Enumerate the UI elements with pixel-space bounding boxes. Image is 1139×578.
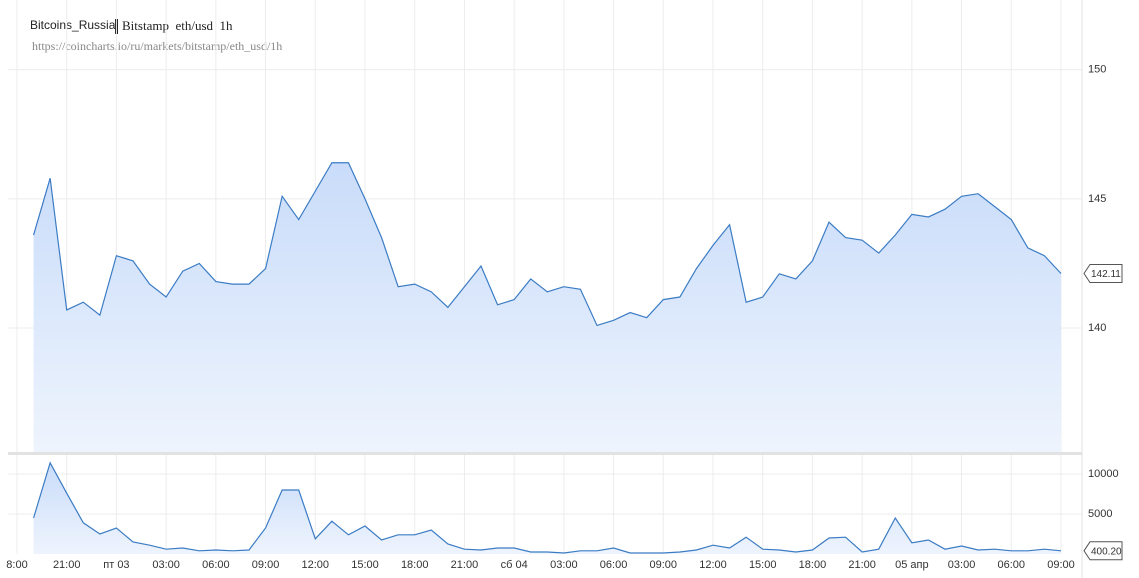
y-tick-label: 145: [1088, 193, 1106, 205]
x-tick-label: сб 04: [501, 559, 528, 571]
x-tick-label: 12:00: [302, 559, 330, 571]
user-name: Bitcoins_Russia: [30, 18, 116, 32]
x-tick-label: 21:00: [451, 559, 479, 571]
line: [32, 162, 1062, 327]
x-tick-label: 12:00: [699, 559, 727, 571]
x-tick-label: 09:00: [252, 559, 280, 571]
y-tick-label: 150: [1088, 64, 1106, 76]
area-fill: [33, 462, 1062, 554]
source-url: https://coincharts.io/ru/markets/bitstam…: [32, 39, 282, 53]
x-tick-label: 21:00: [848, 559, 876, 571]
last-value-box: [1083, 264, 1123, 284]
x-tick-label: 05 апр: [895, 559, 928, 571]
x-tick-label: 8:00: [6, 559, 27, 571]
panel-separator: [8, 452, 1082, 455]
x-tick-label: 18:00: [799, 559, 827, 571]
x-tick-label: 18:00: [401, 559, 429, 571]
market-title: Bitstamp eth/usd 1h: [122, 18, 233, 33]
x-tick-label: 06:00: [202, 559, 230, 571]
x-tick-label: 06:00: [998, 559, 1026, 571]
x-tick-label: 03:00: [948, 559, 976, 571]
x-tick-label: пт 03: [103, 559, 129, 571]
x-tick-label: 03:00: [152, 559, 180, 571]
last-value-label: 142.11: [1091, 269, 1121, 280]
x-tick-label: 15:00: [351, 559, 379, 571]
x-tick-label: 03:00: [550, 559, 578, 571]
x-tick-label: 21:00: [53, 559, 81, 571]
last-value-box: [1083, 541, 1123, 561]
area-fill: [33, 162, 1062, 452]
line: [32, 461, 1062, 554]
x-tick-label: 09:00: [650, 559, 678, 571]
y-tick-label: 5000: [1088, 508, 1112, 520]
last-value-label: 400.20: [1091, 546, 1122, 557]
x-tick-label: 15:00: [749, 559, 777, 571]
x-tick-label: 09:00: [1047, 559, 1075, 571]
y-tick-label: 10000: [1088, 468, 1119, 480]
x-tick-label: 06:00: [600, 559, 628, 571]
y-tick-label: 140: [1088, 322, 1106, 334]
